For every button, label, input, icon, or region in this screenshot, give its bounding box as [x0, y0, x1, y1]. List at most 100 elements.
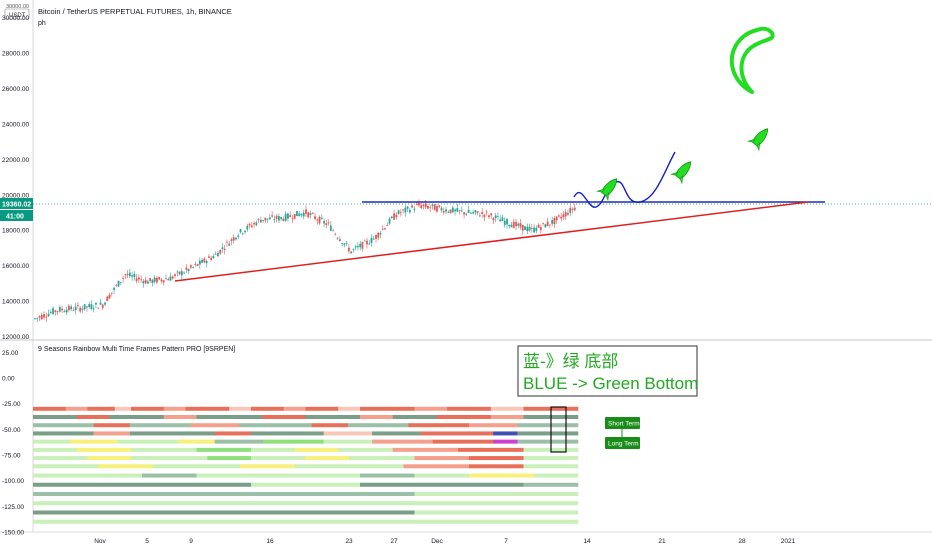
heatmap-cell	[420, 431, 494, 436]
currency-unit-badge[interactable]	[4, 8, 30, 20]
indicator-title[interactable]: 9 Seasons Rainbow Multi Time Frames Patt…	[38, 346, 235, 353]
candle-body	[352, 249, 355, 250]
candle-body	[158, 276, 161, 280]
candle-body	[429, 207, 432, 209]
candle-body	[492, 218, 495, 221]
candle-body	[377, 232, 380, 238]
heatmap-cell	[131, 447, 197, 452]
candle-body	[115, 284, 118, 286]
price-tick-label: 30000.00	[2, 15, 29, 22]
time-tick-label: 14	[583, 538, 591, 545]
candle-body	[128, 272, 131, 277]
candle-body	[38, 316, 41, 318]
candle-body	[88, 304, 91, 308]
time-axis[interactable]: Nov 5 9 16 23 27 Dec 7 14 21 28 2021	[94, 538, 795, 545]
candle-body	[420, 205, 423, 209]
annotation-box[interactable]	[517, 345, 698, 397]
heatmap-cell	[207, 456, 252, 461]
candle-body	[189, 265, 192, 268]
heatmap-cell	[347, 423, 409, 428]
heatmap-cell	[372, 439, 433, 444]
candle-body	[153, 277, 156, 282]
time-tick-label: 5	[145, 538, 149, 545]
heatmap-cell	[360, 473, 415, 478]
heatmap-cell	[33, 519, 579, 524]
candle-body	[316, 219, 319, 221]
candle-body	[497, 215, 499, 217]
currency-unit: USDT	[9, 13, 26, 19]
heatmap-cell	[33, 456, 88, 461]
candle-body	[198, 260, 201, 265]
heatmap-cell	[33, 492, 415, 497]
candle-body	[476, 211, 479, 213]
candle-body	[469, 212, 472, 214]
candle-body	[311, 212, 314, 214]
time-tick-label: 28	[738, 538, 746, 545]
candle-body	[298, 213, 301, 217]
candle-body	[375, 234, 377, 239]
candle-body	[384, 228, 386, 230]
heatmap-cell	[117, 439, 179, 444]
time-tick-label: 16	[266, 538, 274, 545]
candle-body	[171, 276, 174, 279]
candle-body	[223, 248, 226, 251]
candle-body	[113, 287, 115, 290]
heatmap-cell	[408, 423, 470, 428]
heatmap-cell	[196, 415, 263, 420]
candle-body	[359, 243, 362, 248]
candle-body	[341, 243, 344, 245]
heatmap-cell	[142, 473, 197, 478]
heatmap-cell	[305, 406, 339, 411]
candle-body	[406, 206, 409, 209]
heatmap-cell	[33, 464, 99, 469]
candle-body	[413, 208, 416, 210]
candle-body	[388, 218, 391, 224]
candle-body	[122, 277, 124, 279]
candle-body	[147, 281, 149, 284]
long-term-badge[interactable]	[605, 437, 640, 449]
candle-body	[259, 219, 262, 223]
candle-body	[282, 218, 285, 221]
candle-body	[549, 224, 551, 226]
candle-body	[555, 216, 558, 221]
candle-body	[110, 292, 113, 294]
support-line[interactable]	[174, 201, 809, 282]
candle-body	[399, 212, 402, 214]
candle-body	[235, 237, 237, 240]
candle-body	[528, 226, 531, 231]
heatmap-cell	[323, 439, 373, 444]
candle-body	[178, 271, 181, 275]
price-scale[interactable]	[0, 0, 33, 550]
candle-body	[278, 216, 280, 221]
short-term-badge[interactable]	[605, 417, 640, 429]
highlight-box[interactable]	[550, 406, 567, 453]
symbol-title[interactable]: Bitcoin / TetherUS PERPETUAL FUTURES, 1h…	[38, 7, 232, 16]
candle-body	[275, 215, 278, 219]
candle-body	[241, 233, 244, 235]
candle-body	[467, 209, 470, 213]
rocket-icon	[670, 161, 692, 185]
heatmap-cell	[414, 473, 470, 478]
candle-body	[537, 224, 540, 228]
heatmap-cell	[372, 431, 421, 436]
heatmap-cell	[33, 447, 77, 452]
heatmap-cell	[414, 492, 579, 497]
candle-body	[485, 211, 488, 213]
indicator-tick-label: 0.00	[2, 375, 15, 382]
heatmap-cell	[131, 406, 165, 411]
candle-body	[226, 241, 228, 243]
candle-body	[436, 206, 438, 212]
candle-body	[325, 223, 328, 226]
candle-body	[194, 263, 197, 265]
candle-body	[196, 264, 199, 266]
candle-body	[510, 224, 513, 228]
candle-body	[381, 228, 384, 230]
candle-body	[418, 202, 420, 206]
heatmap-cell	[129, 431, 215, 436]
candle-body	[395, 214, 398, 217]
candle-body	[357, 245, 359, 248]
last-price-tag	[0, 198, 33, 209]
heatmap-cell	[493, 431, 518, 436]
heatmap-cell	[305, 415, 361, 420]
